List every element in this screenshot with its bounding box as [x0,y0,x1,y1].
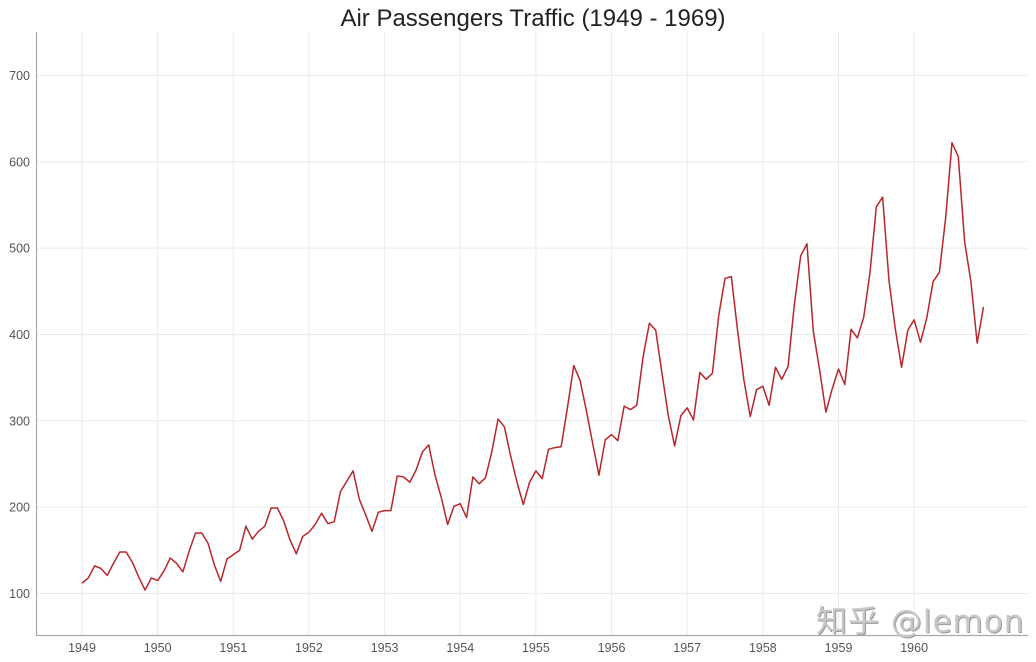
x-tick-label: 1953 [371,641,399,655]
y-tick-label: 500 [9,242,30,256]
x-tick-label: 1956 [598,641,626,655]
watermark: 知乎 @lemon [816,604,1025,640]
x-tick-label: 1950 [144,641,172,655]
y-tick-label: 400 [9,328,30,342]
y-tick-label: 600 [9,155,30,169]
x-tick-label: 1960 [900,641,928,655]
series-line-passengers [81,142,985,591]
series-group [81,142,985,591]
x-gridlines [81,32,915,635]
x-tick-label: 1951 [219,641,247,655]
x-tick-labels: 1949 1950 1951 1952 1953 1954 1955 1956 1957 1958… [68,641,928,655]
x-tick-label: 1957 [673,641,701,655]
y-tick-label: 700 [9,69,30,83]
x-tick-label: 1949 [68,641,96,655]
x-tick-label: 1954 [446,641,474,655]
y-tick-labels: 100 200 300 400 500 600 700 [9,69,30,601]
x-tick-label: 1958 [749,641,777,655]
y-tick-label: 300 [9,414,30,428]
chart-title: Air Passengers Traffic (1949 - 1969) [340,5,725,32]
y-tick-label: 100 [9,587,30,601]
x-tick-label: 1955 [522,641,550,655]
x-tick-label: 1959 [825,641,853,655]
y-tick-label: 200 [9,501,30,515]
x-tick-label: 1952 [295,641,323,655]
y-gridlines [36,74,1028,594]
